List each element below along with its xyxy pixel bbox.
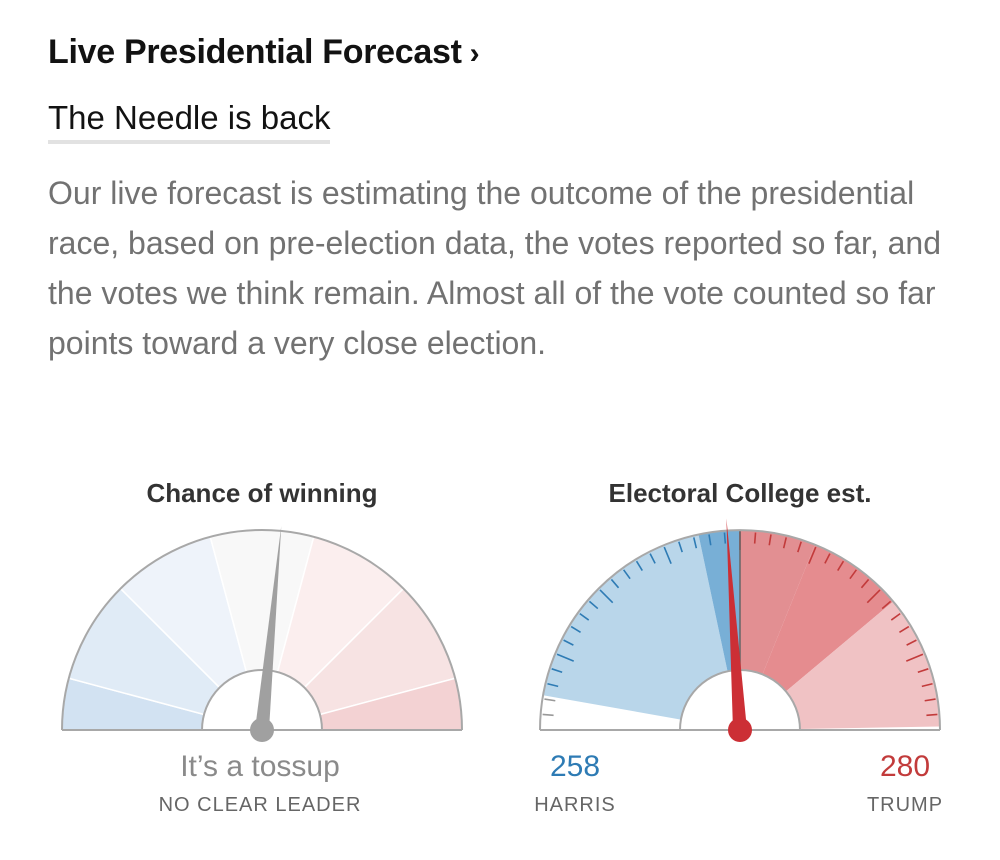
ec-tick xyxy=(890,612,901,621)
ec-tick xyxy=(860,578,870,589)
ec-tick xyxy=(556,653,575,662)
forecast-headline-link[interactable]: Live Presidential Forecast › xyxy=(48,30,480,76)
status-sublabel: NO CLEAR LEADER xyxy=(158,794,362,816)
ec-tick xyxy=(551,668,563,673)
forecast-module: Live Presidential Forecast › The Needle i… xyxy=(48,30,958,368)
ec-band-harris-range xyxy=(543,534,728,720)
ec-band-trump-core xyxy=(740,530,815,675)
ec-needle-hub xyxy=(728,718,752,742)
ec-gauge-outline xyxy=(539,529,941,731)
ec-tick xyxy=(881,600,892,610)
trump-electoral-votes: 280 xyxy=(879,750,931,783)
ec-tick xyxy=(663,546,672,565)
ec-tick xyxy=(905,653,924,662)
ec-tick xyxy=(921,682,933,688)
harris-electoral-votes: 258 xyxy=(549,750,601,783)
ec-needle xyxy=(726,518,747,731)
ec-tick xyxy=(924,698,936,702)
headline-text: Live Presidential Forecast xyxy=(48,33,462,71)
ec-tick xyxy=(588,600,599,610)
ec-tick xyxy=(866,589,881,604)
ec-tick xyxy=(579,612,590,621)
needle-link[interactable]: The Needle is back xyxy=(48,98,331,144)
chance-needle xyxy=(255,525,282,731)
ec-tick xyxy=(542,713,554,717)
ec-tick xyxy=(926,713,938,717)
chance-needle-hub xyxy=(250,718,274,742)
ec-tick xyxy=(837,560,845,571)
ec-tick xyxy=(544,698,556,702)
ec-tick xyxy=(899,625,910,633)
ec-tick xyxy=(622,569,631,580)
ec-tick xyxy=(797,541,802,553)
gauges-svg xyxy=(61,518,941,742)
ec-tick xyxy=(610,578,620,589)
ec-tick xyxy=(563,639,574,646)
ec-band-trump-mid xyxy=(762,544,894,692)
ec-tick xyxy=(723,532,727,544)
ec-tick xyxy=(808,546,817,565)
ec-band-outside-left xyxy=(540,695,681,730)
ec-tick xyxy=(635,560,643,571)
ec-tick xyxy=(849,569,858,580)
ec-tick xyxy=(692,537,698,549)
ec-tick xyxy=(906,639,917,646)
gauges-area: Chance of winning Electoral College est.… xyxy=(0,460,1000,860)
status-label: It’s a tossup xyxy=(180,750,340,783)
ec-tick xyxy=(768,534,772,546)
chance-gauge-title: Chance of winning xyxy=(146,478,378,508)
ec-tick xyxy=(570,625,581,633)
ec-tick xyxy=(917,668,929,673)
trump-label: TRUMP xyxy=(866,794,944,816)
harris-label: HARRIS xyxy=(534,794,616,816)
electoral-gauge xyxy=(539,518,941,742)
ec-tick xyxy=(824,553,831,564)
ec-tick xyxy=(678,541,683,553)
ec-tick xyxy=(547,682,559,688)
ec-tick xyxy=(599,589,614,604)
chevron-right-icon: › xyxy=(469,37,480,70)
ec-tick xyxy=(782,537,788,549)
ec-tick xyxy=(708,534,712,546)
electoral-gauge-title: Electoral College est. xyxy=(608,478,872,508)
ec-tick xyxy=(753,532,757,544)
ec-tick xyxy=(649,553,656,564)
chance-gauge-outline xyxy=(61,529,463,731)
ec-band-trump-range xyxy=(785,601,940,729)
forecast-description: Our live forecast is estimating the outc… xyxy=(48,175,942,361)
chance-gauge xyxy=(61,525,463,742)
